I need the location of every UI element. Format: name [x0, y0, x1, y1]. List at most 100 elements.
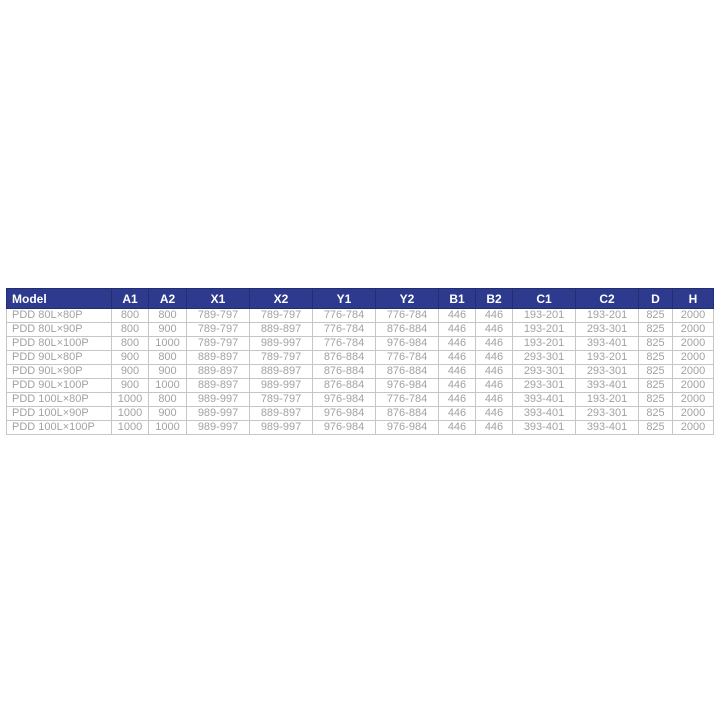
table-row: PDD 90L×80P 900 800 889-897 789-797 876-884 77…: [6, 350, 714, 365]
column-header-x2: X2: [249, 288, 313, 309]
value-cell: 825: [638, 378, 673, 393]
column-header-b1: B1: [438, 288, 476, 309]
table-row: PDD 90L×90P 900 900 889-897 889-897 876-884 87…: [6, 364, 714, 379]
value-cell: 193-201: [512, 336, 576, 351]
value-cell: 889-897: [249, 406, 313, 421]
value-cell: 2000: [672, 420, 714, 435]
value-cell: 393-401: [575, 336, 639, 351]
model-cell: PDD 100L×100P: [6, 420, 112, 435]
model-cell: PDD 100L×90P: [6, 406, 112, 421]
value-cell: 889-897: [186, 378, 250, 393]
table-row: PDD 100L×80P 1000 800 989-997 789-797 976-984…: [6, 392, 714, 407]
value-cell: 900: [148, 364, 187, 379]
value-cell: 193-201: [575, 350, 639, 365]
value-cell: 800: [111, 336, 149, 351]
value-cell: 976-984: [375, 378, 439, 393]
model-cell: PDD 80L×90P: [6, 322, 112, 337]
value-cell: 2000: [672, 378, 714, 393]
value-cell: 876-884: [312, 350, 376, 365]
value-cell: 2000: [672, 350, 714, 365]
value-cell: 1000: [148, 378, 187, 393]
table-row: PDD 100L×90P 1000 900 989-997 889-897 976-984…: [6, 406, 714, 421]
value-cell: 1000: [148, 420, 187, 435]
value-cell: 293-301: [512, 378, 576, 393]
value-cell: 776-784: [312, 308, 376, 323]
value-cell: 789-797: [249, 308, 313, 323]
value-cell: 293-301: [512, 350, 576, 365]
value-cell: 825: [638, 364, 673, 379]
value-cell: 446: [438, 322, 476, 337]
value-cell: 789-797: [249, 350, 313, 365]
value-cell: 876-884: [375, 406, 439, 421]
value-cell: 825: [638, 406, 673, 421]
model-cell: PDD 80L×80P: [6, 308, 112, 323]
value-cell: 876-884: [375, 322, 439, 337]
model-cell: PDD 90L×80P: [6, 350, 112, 365]
value-cell: 800: [111, 322, 149, 337]
value-cell: 900: [148, 322, 187, 337]
value-cell: 446: [475, 392, 513, 407]
value-cell: 393-401: [512, 420, 576, 435]
value-cell: 446: [475, 406, 513, 421]
table-header-row: Model A1 A2 X1 X2 Y1 Y2 B1 B2 C1 C2 D H: [6, 288, 714, 309]
value-cell: 193-201: [575, 308, 639, 323]
value-cell: 393-401: [512, 392, 576, 407]
value-cell: 1000: [148, 336, 187, 351]
value-cell: 900: [148, 406, 187, 421]
column-header-model: Model: [6, 288, 112, 309]
value-cell: 2000: [672, 392, 714, 407]
value-cell: 776-784: [375, 350, 439, 365]
value-cell: 446: [438, 392, 476, 407]
value-cell: 446: [475, 322, 513, 337]
value-cell: 989-997: [249, 336, 313, 351]
value-cell: 825: [638, 420, 673, 435]
value-cell: 789-797: [186, 308, 250, 323]
value-cell: 776-784: [312, 336, 376, 351]
value-cell: 446: [438, 420, 476, 435]
value-cell: 876-884: [312, 364, 376, 379]
value-cell: 446: [438, 406, 476, 421]
column-header-h: H: [672, 288, 714, 309]
value-cell: 393-401: [575, 420, 639, 435]
value-cell: 446: [438, 378, 476, 393]
value-cell: 889-897: [186, 350, 250, 365]
value-cell: 2000: [672, 364, 714, 379]
value-cell: 193-201: [512, 322, 576, 337]
value-cell: 876-884: [375, 364, 439, 379]
column-header-c2: C2: [575, 288, 639, 309]
value-cell: 776-784: [312, 322, 376, 337]
value-cell: 1000: [111, 420, 149, 435]
value-cell: 193-201: [512, 308, 576, 323]
value-cell: 800: [148, 308, 187, 323]
value-cell: 800: [148, 392, 187, 407]
value-cell: 446: [438, 308, 476, 323]
value-cell: 446: [438, 350, 476, 365]
model-cell: PDD 80L×100P: [6, 336, 112, 351]
value-cell: 293-301: [575, 322, 639, 337]
value-cell: 2000: [672, 308, 714, 323]
value-cell: 889-897: [249, 322, 313, 337]
value-cell: 900: [111, 350, 149, 365]
value-cell: 825: [638, 350, 673, 365]
column-header-a1: A1: [111, 288, 149, 309]
value-cell: 776-784: [375, 308, 439, 323]
value-cell: 989-997: [249, 420, 313, 435]
column-header-c1: C1: [512, 288, 576, 309]
value-cell: 889-897: [249, 364, 313, 379]
value-cell: 876-884: [312, 378, 376, 393]
value-cell: 446: [475, 308, 513, 323]
column-header-y1: Y1: [312, 288, 376, 309]
value-cell: 393-401: [512, 406, 576, 421]
value-cell: 825: [638, 322, 673, 337]
table-row: PDD 80L×80P 800 800 789-797 789-797 776-784 77…: [6, 308, 714, 323]
value-cell: 989-997: [186, 420, 250, 435]
value-cell: 800: [148, 350, 187, 365]
value-cell: 800: [111, 308, 149, 323]
value-cell: 976-984: [312, 392, 376, 407]
value-cell: 976-984: [312, 406, 376, 421]
value-cell: 976-984: [375, 420, 439, 435]
value-cell: 2000: [672, 336, 714, 351]
column-header-y2: Y2: [375, 288, 439, 309]
column-header-b2: B2: [475, 288, 513, 309]
value-cell: 889-897: [186, 364, 250, 379]
